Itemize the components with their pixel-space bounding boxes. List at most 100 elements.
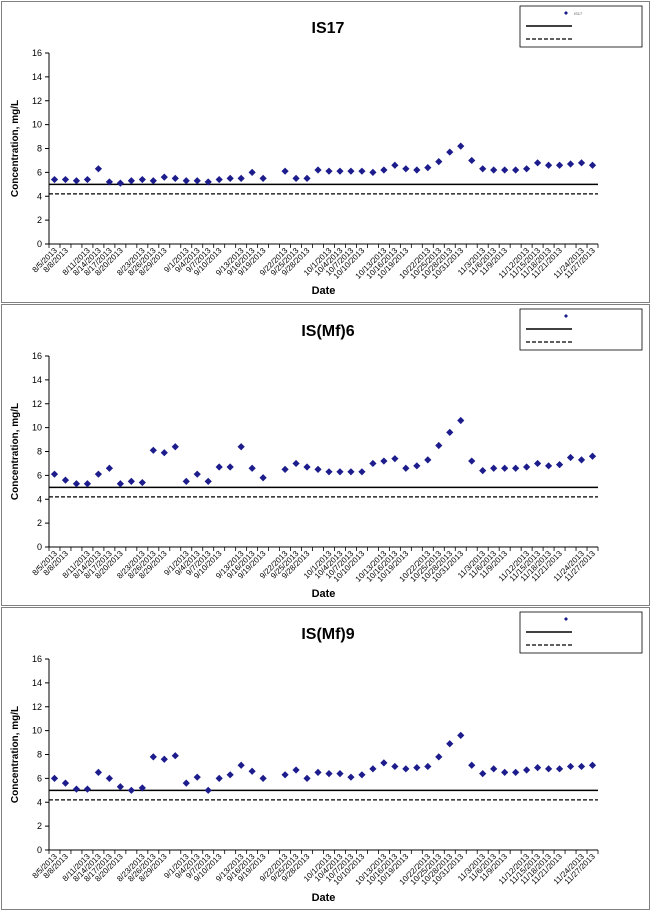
y-tick-label: 6: [37, 167, 42, 177]
y-tick-label: 14: [32, 375, 42, 385]
data-point: [446, 428, 454, 436]
data-point: [281, 465, 289, 474]
chart-panel-is17: IS17 IS17 0 2 4 6 8 10 12 14 16 8/5/2013 8/8/2013 8/1…: [1, 1, 650, 303]
data-point: [160, 755, 168, 763]
data-point: [380, 759, 388, 767]
legend-marker: [564, 314, 568, 318]
data-point: [468, 457, 476, 465]
legend: IS17: [519, 5, 643, 48]
data-point: [424, 456, 432, 464]
data-point: [248, 767, 256, 775]
data-point: [149, 753, 157, 761]
data-point: [292, 459, 300, 468]
data-point: [72, 177, 81, 185]
data-point: [336, 468, 344, 476]
y-tick-label: 14: [32, 678, 42, 688]
y-tick-label: 12: [32, 399, 42, 409]
data-point: [116, 480, 124, 488]
y-tick-label: 8: [37, 750, 42, 760]
data-point: [226, 174, 234, 182]
data-point: [534, 159, 542, 167]
y-tick-label: 16: [32, 351, 42, 361]
data-point: [94, 165, 103, 173]
y-tick-label: 0: [37, 845, 42, 855]
x-axis-title: Date: [312, 892, 336, 904]
data-point: [544, 462, 553, 470]
data-point: [358, 167, 366, 175]
y-tick-label: 0: [37, 239, 42, 249]
data-point: [127, 477, 135, 485]
data-point: [226, 463, 234, 471]
data-point: [160, 173, 168, 181]
data-point: [523, 766, 531, 774]
data-point: [523, 165, 531, 173]
legend-label: IS17: [574, 11, 583, 16]
data-point: [182, 177, 190, 185]
x-axis-title: Date: [312, 285, 336, 297]
legend-marker: [564, 617, 568, 621]
y-tick-label: 2: [37, 821, 42, 831]
data-point: [171, 174, 179, 182]
x-axis-title: Date: [312, 588, 336, 600]
data-point: [193, 470, 201, 478]
y-tick-label: 8: [37, 447, 42, 457]
data-point: [577, 762, 586, 771]
chart-svg: IS17IS1702468101214168/5/20138/8/20138/1…: [10, 5, 643, 297]
data-point: [446, 740, 454, 748]
data-point: [138, 478, 146, 487]
data-point: [468, 761, 476, 769]
data-point: [479, 165, 487, 173]
data-point: [182, 779, 190, 787]
data-point: [325, 770, 333, 778]
data-point: [259, 474, 267, 482]
data-point: [171, 443, 179, 451]
data-point: [523, 463, 531, 471]
data-point: [127, 177, 135, 185]
data-point: [138, 784, 146, 792]
data-point: [588, 452, 597, 460]
data-point: [171, 752, 179, 760]
y-tick-label: 2: [37, 518, 42, 528]
data-point: [336, 167, 344, 175]
data-point: [479, 467, 487, 475]
data-point: [314, 465, 322, 474]
data-point: [457, 416, 465, 425]
y-tick-label: 2: [37, 215, 42, 225]
data-point: [292, 766, 300, 774]
legend: [519, 611, 643, 654]
y-tick-label: 0: [37, 542, 42, 552]
data-point: [193, 773, 201, 781]
data-point: [588, 161, 597, 169]
data-point: [435, 753, 443, 761]
data-point: [555, 461, 564, 469]
data-point: [358, 771, 366, 779]
data-point: [138, 175, 146, 184]
data-point: [566, 762, 575, 771]
data-point: [402, 165, 410, 173]
data-point: [347, 773, 355, 781]
data-point: [479, 770, 487, 778]
chart-title: IS17: [312, 20, 345, 37]
y-axis-title: Concentration, mg/L: [10, 100, 21, 197]
data-point: [413, 166, 421, 174]
data-point: [555, 765, 564, 773]
data-point: [193, 177, 201, 185]
data-point: [490, 464, 498, 472]
data-point: [50, 774, 59, 782]
data-point: [116, 179, 124, 187]
data-point: [490, 166, 498, 174]
y-tick-label: 10: [32, 726, 42, 736]
data-point: [303, 463, 311, 471]
data-point: [468, 156, 476, 165]
data-point: [577, 159, 586, 167]
data-point: [215, 175, 223, 184]
y-tick-label: 16: [32, 654, 42, 664]
data-point: [182, 477, 190, 485]
y-tick-label: 4: [37, 494, 42, 504]
data-point: [149, 446, 157, 454]
data-point: [61, 476, 70, 484]
data-point: [501, 166, 509, 174]
data-point: [325, 468, 333, 476]
data-point: [61, 779, 70, 787]
data-point: [259, 774, 267, 782]
